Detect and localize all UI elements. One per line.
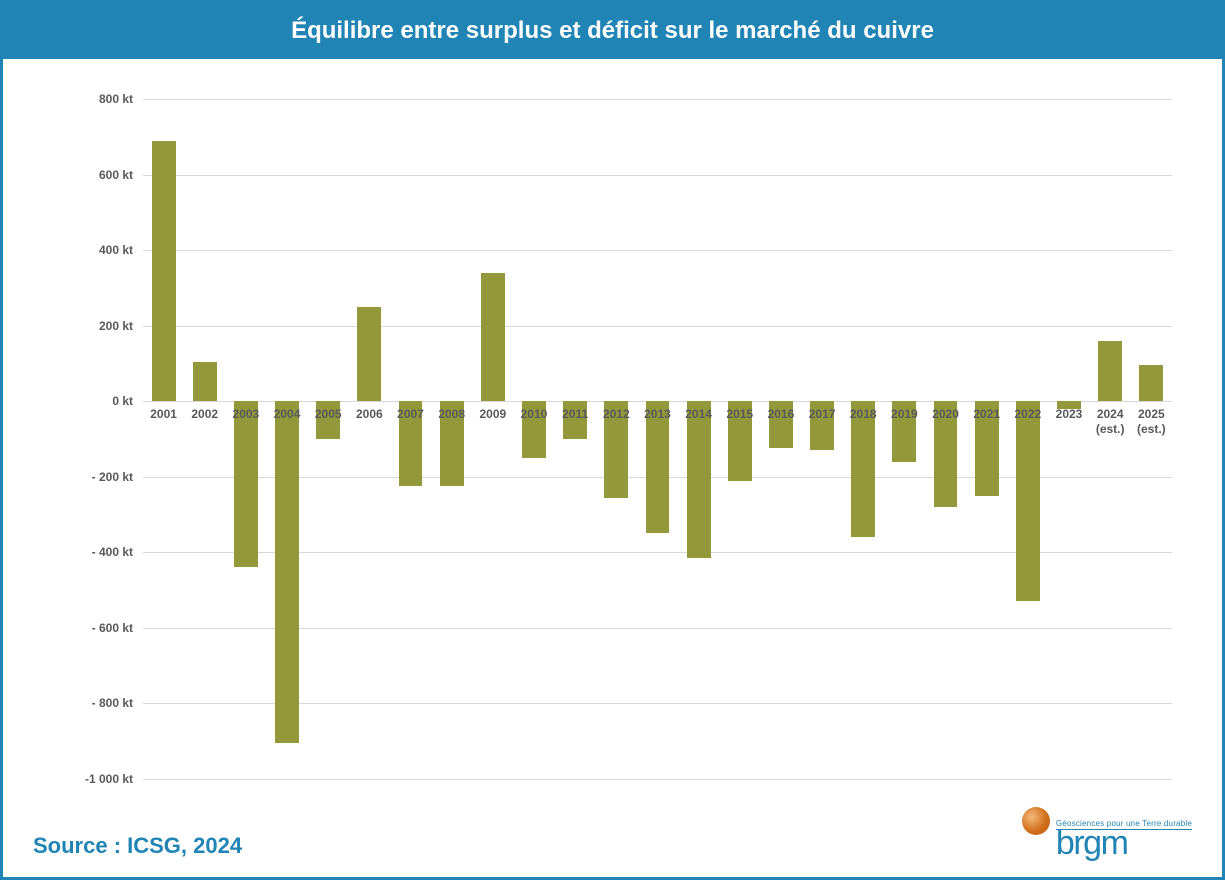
brgm-logo-name: brgm (1056, 828, 1127, 859)
bar-slot: 2023 (1048, 99, 1089, 779)
bar-slot: 2006 (349, 99, 390, 779)
bar-slot: 2020 (925, 99, 966, 779)
bar-slot: 2003 (225, 99, 266, 779)
y-tick-label: - 400 kt (92, 545, 133, 559)
y-tick-label: 200 kt (99, 319, 133, 333)
bar (1098, 341, 1122, 401)
bar-slot: 2018 (843, 99, 884, 779)
bar-slot: 2008 (431, 99, 472, 779)
bar (481, 273, 505, 401)
bar-slot: 2014 (678, 99, 719, 779)
bar (357, 307, 381, 401)
bar-slot: 2019 (884, 99, 925, 779)
plot-region: 2001200220032004200520062007200820092010… (143, 99, 1172, 779)
y-tick-label: 800 kt (99, 92, 133, 106)
bars-container: 2001200220032004200520062007200820092010… (143, 99, 1172, 779)
bar-slot: 2010 (513, 99, 554, 779)
bar-slot: 2001 (143, 99, 184, 779)
bar (851, 401, 875, 537)
brgm-logo-icon (1022, 807, 1050, 835)
bar-slot: 2022 (1007, 99, 1048, 779)
footer: Source : ICSG, 2024 Géosciences pour une… (3, 819, 1222, 877)
bar (234, 401, 258, 567)
bar-slot: 2025(est.) (1131, 99, 1172, 779)
bar (1139, 365, 1163, 401)
bar-slot: 2009 (472, 99, 513, 779)
bar-slot: 2024(est.) (1090, 99, 1131, 779)
bar (152, 141, 176, 402)
chart-area: 800 kt 600 kt 400 kt 200 kt 0 kt - 200 kt - 40… (33, 89, 1192, 809)
y-tick-label: 0 kt (112, 394, 133, 408)
y-tick-label: - 600 kt (92, 621, 133, 635)
y-tick-label: - 800 kt (92, 696, 133, 710)
bar-slot: 2021 (966, 99, 1007, 779)
bar-slot: 2013 (637, 99, 678, 779)
x-tick-label: 2025(est.) (1127, 407, 1176, 436)
chart-frame: Équilibre entre surplus et déficit sur l… (0, 0, 1225, 880)
bar-slot: 2002 (184, 99, 225, 779)
bar-slot: 2012 (596, 99, 637, 779)
brgm-logo: Géosciences pour une Terre durable brgm (1022, 819, 1192, 859)
bar-slot: 2004 (266, 99, 307, 779)
bar-slot: 2011 (555, 99, 596, 779)
brgm-logo-text: Géosciences pour une Terre durable brgm (1056, 819, 1192, 859)
bar (1016, 401, 1040, 601)
chart-body: 800 kt 600 kt 400 kt 200 kt 0 kt - 200 kt - 40… (3, 59, 1222, 819)
bar-slot: 2007 (390, 99, 431, 779)
bar-slot: 2005 (308, 99, 349, 779)
bar (193, 362, 217, 402)
bar (275, 401, 299, 743)
y-tick-label: - 200 kt (92, 470, 133, 484)
chart-title: Équilibre entre surplus et déficit sur l… (3, 3, 1222, 59)
bar-slot: 2016 (760, 99, 801, 779)
bar (687, 401, 711, 558)
source-text: Source : ICSG, 2024 (33, 833, 242, 859)
gridline (143, 779, 1172, 780)
y-tick-label: 600 kt (99, 168, 133, 182)
y-tick-label: -1 000 kt (85, 772, 133, 786)
bar-slot: 2017 (802, 99, 843, 779)
bar-slot: 2015 (719, 99, 760, 779)
y-tick-label: 400 kt (99, 243, 133, 257)
